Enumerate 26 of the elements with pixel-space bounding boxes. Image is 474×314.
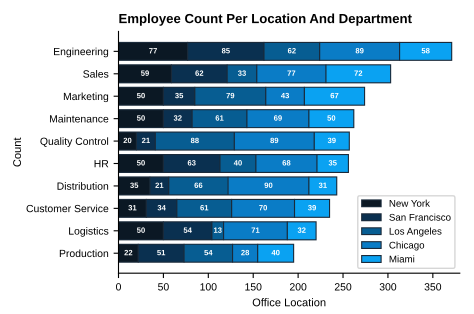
x-tick-label: 50 (158, 283, 169, 291)
x-tick-label: 350 (424, 283, 442, 291)
y-tick-label: Logistics (69, 227, 108, 237)
y-axis-title: Count (13, 138, 22, 167)
y-tick-label: Customer Service (26, 204, 108, 212)
legend-label: New York (390, 200, 430, 207)
y-tick-label: Maintenance (50, 114, 108, 123)
legend-label: Los Angeles (390, 228, 442, 237)
y-tick-label: Sales (83, 70, 108, 78)
x-tick-label: 250 (334, 283, 352, 291)
y-tick-label: Marketing (64, 92, 108, 102)
chart-title: Employee Count Per Location And Department (119, 14, 412, 26)
y-tick-label: HR (94, 160, 108, 168)
y-tick-label: Production (60, 249, 108, 258)
y-tick-label: Distribution (58, 182, 108, 190)
x-tick-label: 0 (116, 283, 121, 291)
x-tick-label: 150 (245, 283, 262, 291)
x-tick-label: 300 (380, 283, 396, 291)
y-tick-label: Quality Control (40, 137, 108, 148)
x-axis-title: Office Location (252, 298, 326, 306)
legend-label: San Francisco (389, 214, 451, 221)
x-tick-label: 100 (200, 283, 217, 291)
y-tick-label: Engineering (54, 48, 108, 58)
legend-label: Miami (390, 255, 414, 263)
x-tick-label: 200 (290, 283, 306, 291)
legend-label: Chicago (389, 241, 424, 251)
